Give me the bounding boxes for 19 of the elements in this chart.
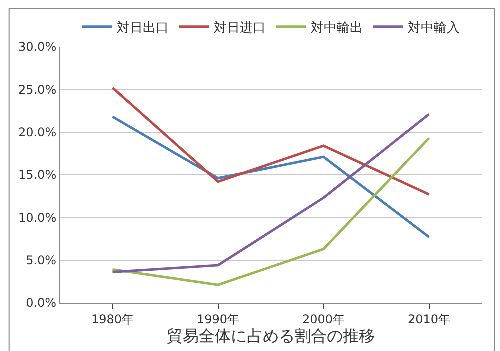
x-axis-title: 貿易全体に占める割合の推移 (167, 326, 375, 346)
y-tick-label: 25.0% (18, 82, 57, 97)
line-series (112, 113, 430, 274)
legend-label: 対中輸入 (408, 20, 460, 36)
x-tick-label: 1980年 (91, 312, 134, 326)
y-tick-label: 20.0% (18, 126, 57, 140)
y-tick-label: 10.0% (18, 210, 57, 225)
x-tick-label: 2000年 (302, 312, 346, 326)
line-series (112, 86, 430, 196)
y-tick-label: 30.0% (18, 40, 57, 54)
x-tick-label: 2010年 (408, 312, 451, 326)
y-tick-label: 15.0% (18, 168, 57, 182)
x-tick-label: 1990年 (196, 312, 240, 326)
legend-label: 対日进口 (214, 20, 266, 36)
line-series (112, 137, 430, 286)
legend-label: 対日出口 (117, 20, 169, 36)
y-tick-label: 0.0% (26, 296, 57, 310)
legend-label: 対中輸出 (311, 20, 363, 36)
y-tick-label: 5.0% (26, 254, 57, 268)
